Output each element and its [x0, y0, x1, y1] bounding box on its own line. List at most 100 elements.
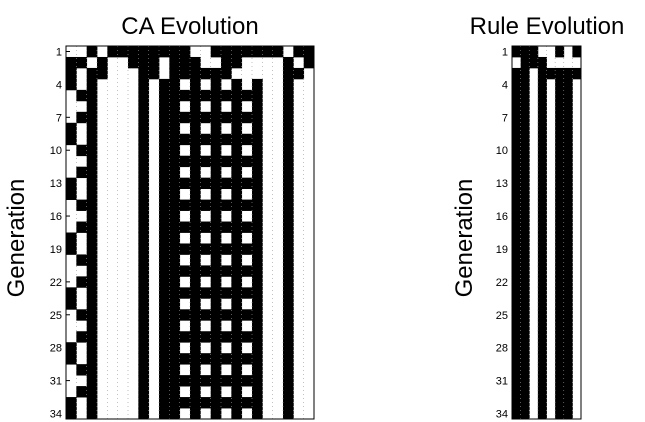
ca-cell-r19-c10: [159, 243, 170, 255]
rule-cell-r26-c6: [555, 320, 565, 332]
ca-cell-r5-c2: [76, 89, 88, 102]
ca-cell-r9-c22: [283, 133, 294, 146]
ca-cell-r14-c22: [283, 188, 294, 200]
ca-cell-r11-c10: [159, 155, 170, 168]
ca-cell-r9-c18: [241, 133, 253, 146]
ca-cell-r32-c10: [159, 386, 170, 398]
rule-cell-r12-c2: [520, 166, 530, 179]
ca-cell-r30-c11: [169, 364, 181, 376]
ca-cell-r18-c13: [190, 232, 201, 244]
ca-cell-r1-c15: [210, 46, 222, 58]
rule-ytick-label-13: 13: [496, 178, 508, 190]
rule-cell-r34-c4: [537, 408, 547, 420]
ca-cell-r27-c13: [190, 331, 201, 343]
ca-cell-r2-c24: [303, 56, 315, 69]
rule-cell-r5-c4: [537, 89, 547, 102]
rule-ytick-label-4: 4: [502, 79, 508, 91]
ca-cell-r24-c8: [138, 298, 150, 310]
ca-cell-r10-c10: [159, 144, 170, 157]
ca-cell-r14-c11: [169, 188, 181, 200]
ca-cell-r32-c19: [252, 386, 263, 398]
ca-cell-r18-c19: [252, 232, 263, 244]
ca-cell-r24-c17: [231, 298, 243, 310]
ca-cell-r25-c12: [179, 309, 191, 321]
ca-cell-r28-c19: [252, 342, 263, 354]
ca-cell-r30-c22: [283, 364, 294, 376]
ca-cell-r21-c15: [210, 265, 222, 277]
ca-cell-r23-c1: [66, 287, 77, 299]
ca-cell-r23-c15: [210, 287, 222, 299]
ca-cell-r23-c11: [169, 287, 181, 299]
ca-cell-r3-c16: [221, 67, 232, 80]
ca-cell-r6-c10: [159, 100, 170, 113]
rule-evolution-panel: Rule Evolution Generation 1 4 7 10 13 16 19 22 2…: [451, 13, 624, 421]
rule-cell-r32-c4: [537, 386, 547, 398]
ca-cell-r10-c11: [169, 144, 181, 157]
rule-cell-r11-c2: [520, 155, 530, 168]
ca-cell-r17-c2: [76, 221, 88, 233]
rule-cell-r25-c2: [520, 309, 530, 321]
ca-cell-r12-c3: [86, 166, 98, 179]
rule-cell-r21-c6: [555, 265, 565, 277]
ca-cell-r7-c12: [179, 111, 191, 124]
ca-cell-r13-c10: [159, 177, 170, 190]
ca-cell-r19-c16: [221, 243, 232, 255]
ca-cell-r25-c22: [283, 309, 294, 321]
ca-cell-r33-c1: [66, 397, 77, 409]
rule-cell-r22-c6: [555, 276, 565, 288]
rule-cell-r26-c4: [537, 320, 547, 332]
ca-cell-r4-c13: [190, 78, 201, 91]
ca-cell-r4-c22: [283, 78, 294, 91]
rule-cell-r9-c1: [512, 133, 522, 146]
rule-cell-r28-c2: [520, 342, 530, 354]
rule-cell-r1-c2: [520, 46, 530, 58]
ca-cell-r3-c3: [86, 67, 98, 80]
ca-cell-r30-c13: [190, 364, 201, 376]
rule-cell-r5-c6: [555, 89, 565, 102]
ca-cell-r24-c1: [66, 298, 77, 310]
ca-cell-r28-c22: [283, 342, 294, 354]
ca-cell-r33-c17: [231, 397, 243, 409]
ca-cell-r33-c15: [210, 397, 222, 409]
ca-cell-r31-c11: [169, 375, 181, 387]
rule-cell-r21-c1: [512, 265, 522, 277]
ca-cell-r21-c19: [252, 265, 263, 277]
ca-cell-r17-c12: [179, 221, 191, 233]
ca-cell-r2-c2: [76, 56, 88, 69]
ca-cell-r21-c12: [179, 265, 191, 277]
ca-cell-r20-c15: [210, 254, 222, 266]
ca-cell-r18-c17: [231, 232, 243, 244]
ca-cell-r1-c3: [86, 46, 98, 58]
ca-cell-r31-c14: [200, 375, 212, 387]
rule-cell-r5-c7: [563, 89, 573, 102]
ca-cell-r3-c1: [66, 67, 77, 80]
rule-cell-r24-c1: [512, 298, 522, 310]
ca-cell-r9-c16: [221, 133, 232, 146]
ca-cell-r17-c13: [190, 221, 201, 233]
rule-cell-r33-c6: [555, 397, 565, 409]
ca-ytick-label-34: 34: [50, 409, 62, 421]
ca-cell-r22-c8: [138, 276, 150, 288]
ca-cell-r30-c15: [210, 364, 222, 376]
ca-cell-r31-c17: [231, 375, 243, 387]
ca-cell-r15-c14: [200, 199, 212, 211]
ca-cell-r9-c10: [159, 133, 170, 146]
rule-cell-r10-c1: [512, 144, 522, 157]
ca-cell-r33-c12: [179, 397, 191, 409]
ca-cell-r1-c16: [221, 46, 232, 58]
rule-cell-r15-c7: [563, 199, 573, 211]
ca-cell-r33-c19: [252, 397, 263, 409]
rule-cell-r20-c6: [555, 254, 565, 266]
ca-cell-r20-c11: [169, 254, 181, 266]
ca-cell-r33-c18: [241, 397, 253, 409]
rule-cell-r16-c7: [563, 210, 573, 222]
rule-cell-r16-c1: [512, 210, 522, 222]
ca-cell-r13-c11: [169, 177, 181, 190]
ca-cell-r25-c13: [190, 309, 201, 321]
ca-cell-r30-c2: [76, 364, 88, 376]
rule-cell-r32-c6: [555, 386, 565, 398]
ca-cell-r14-c3: [86, 188, 98, 200]
ca-cell-r14-c17: [231, 188, 243, 200]
rule-cell-r1-c1: [512, 46, 522, 58]
rule-cell-r3-c8: [572, 67, 582, 80]
